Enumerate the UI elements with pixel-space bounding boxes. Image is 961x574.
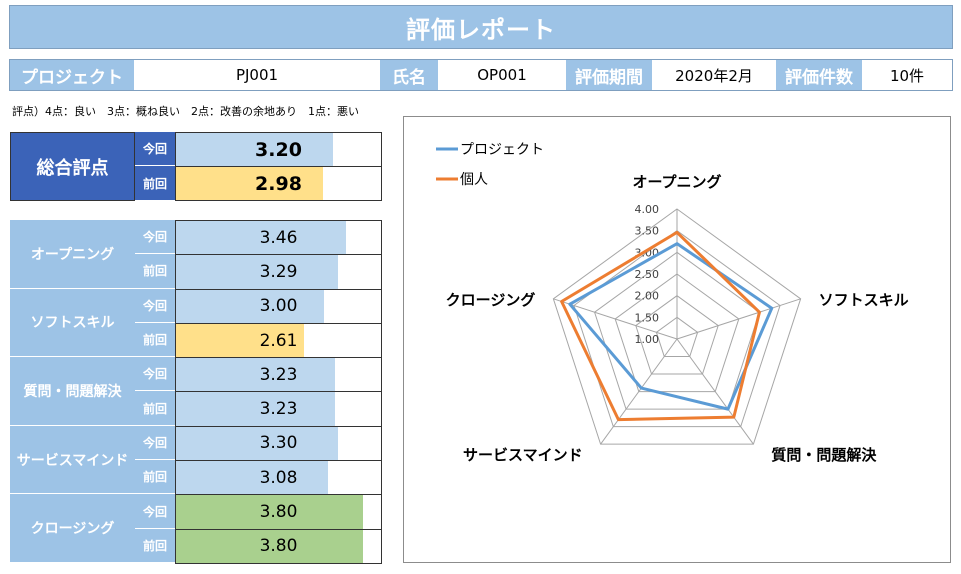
category-current-tag: 今回 [135,220,175,255]
category-current-cell: 3.80 [175,494,382,530]
category-current-bar [176,221,347,255]
category-current-value: 3.00 [259,296,298,317]
radar-grid-ring [593,251,761,410]
radar-axis-label: ソフトスキル [819,291,909,309]
category-label: クロージング [10,494,135,563]
radar-tick-label: 4.00 [635,203,660,216]
category-previous-bar [176,392,335,426]
category-current-bar [176,289,324,323]
category-previous-tag: 前回 [135,254,175,289]
overall-previous-tag: 前回 [135,166,175,201]
radar-grid-ring [552,208,802,445]
category-previous-cell: 3.80 [175,528,382,564]
category-current-tag: 今回 [135,425,175,461]
category-current-cell: 3.30 [175,425,382,462]
radar-series-line [568,242,774,411]
radar-chart: 1.001.502.002.503.003.504.00オープニングソフトスキル… [436,142,909,464]
radar-tick-label: 1.50 [635,311,660,324]
report-title: 評価レポート [9,5,953,49]
category-previous-tag: 前回 [135,322,175,358]
project-label: プロジェクト [10,60,134,90]
name-label: 氏名 [380,60,438,90]
radar-series-line [560,230,761,422]
radar-grid-ring [635,295,719,375]
category-previous-tag: 前回 [135,528,175,563]
category-current-tag: 今回 [135,494,175,529]
overall-label: 総合評点 [10,132,135,201]
radar-axis-label: オープニング [632,173,721,191]
radar-grid-ring [655,316,699,358]
category-previous-bar [176,323,305,358]
category-previous-cell: 3.08 [175,460,382,496]
category-current-cell: 3.23 [175,357,382,393]
category-previous-bar [176,255,338,289]
radar-spoke [676,298,801,340]
radar-axis-label: クロージング [446,291,536,309]
legend-label: プロジェクト [460,142,544,158]
overall-previous-bar [176,167,323,200]
radar-spoke [553,298,678,340]
overall-current-value: 3.20 [255,138,302,161]
legend-label: 個人 [460,172,488,188]
category-block: サービスマインド 今回 3.30 前回 3.08 [10,425,382,496]
category-current-value: 3.80 [259,502,298,523]
overall-score-block: 総合評点 今回 前回 3.20 2.98 [10,132,382,201]
category-label: サービスマインド [10,425,135,495]
category-label: オープニング [10,220,135,289]
category-current-bar [176,495,363,529]
count-value: 10件 [862,60,952,90]
category-block: ソフトスキル 今回 3.00 前回 2.61 [10,288,382,359]
scale-note: 評点）4点：良い 3点：概ね良い 2点：改善の余地あり 1点：悪い [12,105,359,118]
category-previous-value: 3.29 [259,261,298,282]
category-previous-cell: 3.29 [175,254,382,290]
radar-grid-ring [614,273,740,393]
category-previous-bar [176,529,363,563]
radar-chart-panel: 1.00 1.50 2.00 2.50 3.00 3.50 4.00 オープニング ソフトスキル… [403,116,951,563]
category-current-tag: 今回 [135,357,175,392]
category-previous-value: 3.80 [259,536,298,557]
category-current-tag: 今回 [135,288,175,323]
period-label: 評価期間 [566,60,652,90]
category-current-value: 3.23 [259,364,298,385]
count-label: 評価件数 [776,60,862,90]
category-current-value: 3.46 [259,227,298,248]
category-label: 質問・問題解決 [10,357,135,426]
category-current-cell: 3.46 [175,220,382,256]
radar-tick-label: 2.00 [635,290,660,303]
category-previous-cell: 3.23 [175,391,382,427]
overall-previous-cell: 2.98 [175,166,382,201]
category-previous-tag: 前回 [135,391,175,426]
category-score-table: オープニング 今回 3.46 前回 3.29 ソフトスキル 今回 3.00 前回 2.61 質問・問… [10,220,382,564]
info-row: プロジェクト PJ001 氏名 OP001 評価期間 2020年2月 評価件数 … [9,59,953,91]
category-block: 質問・問題解決 今回 3.23 前回 3.23 [10,357,382,427]
name-value: OP001 [438,60,566,90]
period-value: 2020年2月 [652,60,776,90]
category-current-value: 3.30 [259,433,298,454]
category-current-cell: 3.00 [175,288,382,324]
category-previous-value: 3.23 [259,399,298,420]
category-previous-value: 3.08 [259,467,298,488]
category-label: ソフトスキル [10,288,135,358]
overall-current-cell: 3.20 [175,132,382,167]
project-value: PJ001 [134,60,380,90]
overall-current-bar [176,133,334,166]
category-current-bar [176,358,335,392]
radar-spoke [600,338,678,445]
overall-current-tag: 今回 [135,132,175,166]
category-previous-bar [176,461,328,495]
radar-tick-label: 3.50 [635,225,660,238]
radar-spoke [676,338,754,445]
category-previous-value: 2.61 [259,330,298,351]
radar-axis-label: サービスマインド [463,446,583,464]
category-block: オープニング 今回 3.46 前回 3.29 [10,220,382,290]
radar-tick-label: 2.50 [635,268,660,281]
radar-tick-label: 1.00 [635,333,660,346]
category-previous-cell: 2.61 [175,322,382,359]
overall-previous-value: 2.98 [255,172,302,195]
category-current-bar [176,426,339,461]
category-block: クロージング 今回 3.80 前回 3.80 [10,494,382,564]
category-previous-tag: 前回 [135,460,175,495]
radar-axis-label: 質問・問題解決 [771,446,877,464]
